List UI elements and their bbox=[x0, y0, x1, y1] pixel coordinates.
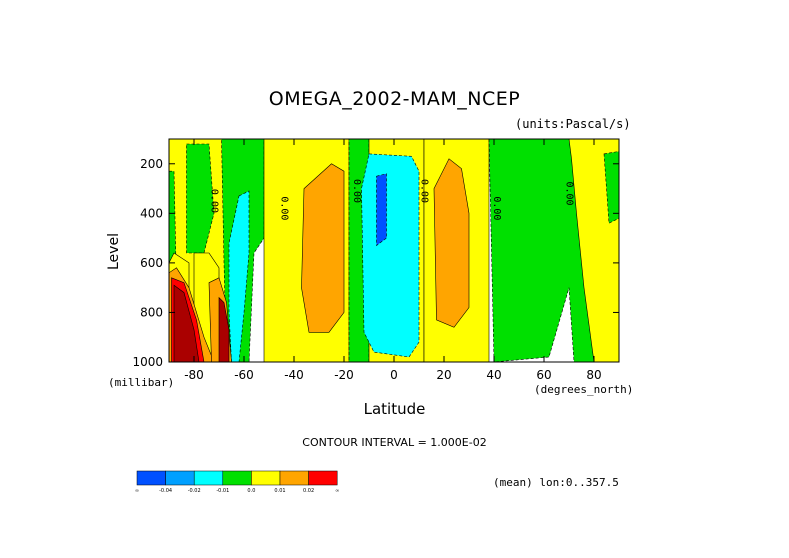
colorbar-label-1: -0.04 bbox=[159, 488, 172, 494]
contour-region-6 bbox=[228, 190, 250, 362]
y-tick-label-3: 800 bbox=[140, 305, 163, 319]
contour-regions bbox=[169, 139, 619, 362]
colorbar-swatch-4 bbox=[251, 470, 281, 486]
y-tick-label-0: 200 bbox=[140, 157, 163, 171]
contour-label-1: 0.00 bbox=[279, 196, 290, 220]
x-axis-label: Latitude bbox=[363, 400, 426, 418]
x-tick-label-8: 80 bbox=[586, 368, 601, 382]
contour-label-2: 0.00 bbox=[351, 179, 362, 203]
x-tick-label-7: 60 bbox=[536, 368, 551, 382]
colorbar-swatch-0 bbox=[136, 470, 166, 486]
mean-note: (mean) lon:0..357.5 bbox=[493, 476, 619, 489]
colorbar-label-0: ∞ bbox=[135, 488, 139, 494]
contour-region-16 bbox=[361, 153, 420, 358]
contour-region-22 bbox=[603, 151, 619, 224]
colorbar-swatch-3 bbox=[222, 470, 252, 486]
colorbar: ∞ -0.04 -0.02 -0.01 0.0 0.01 0.02 ∞ bbox=[135, 470, 339, 494]
contour-label-0: 0.00 bbox=[209, 189, 220, 213]
x-tick-label-3: -20 bbox=[334, 368, 354, 382]
contour-region-11 bbox=[218, 296, 230, 362]
contour-region-19 bbox=[433, 158, 470, 328]
colorbar-label-5: 0.01 bbox=[274, 488, 285, 494]
x-tick-label-2: -40 bbox=[284, 368, 304, 382]
contour-region-9 bbox=[173, 284, 200, 362]
contour-label-3: 0.00 bbox=[419, 179, 430, 203]
y-unit-label: (millibar) bbox=[108, 376, 175, 389]
contour-interval-text: CONTOUR INTERVAL = 1.000E-02 bbox=[302, 436, 487, 449]
y-axis-label: Level bbox=[106, 233, 122, 270]
colorbar-swatch-1 bbox=[165, 470, 195, 486]
y-tick-label-1: 400 bbox=[140, 206, 163, 220]
contour-labels: 0.00 0.00 0.00 0.00 0.00 0.00 bbox=[209, 179, 575, 220]
contour-region-2 bbox=[186, 143, 215, 254]
contour-region-13 bbox=[301, 163, 345, 333]
x-tick-label-1: -60 bbox=[234, 368, 254, 382]
colorbar-swatch-2 bbox=[193, 470, 224, 486]
contour-region-21 bbox=[568, 139, 619, 362]
colorbar-swatch-6 bbox=[308, 470, 338, 486]
chart-title: OMEGA_2002-MAM_NCEP bbox=[268, 88, 521, 110]
colorbar-label-2: -0.02 bbox=[188, 488, 201, 494]
contour-label-4: 0.00 bbox=[491, 196, 502, 220]
x-tick-label-4: 0 bbox=[390, 368, 398, 382]
x-tick-label-6: 40 bbox=[486, 368, 501, 382]
colorbar-label-3: -0.01 bbox=[216, 488, 229, 494]
units-label: (units:Pascal/s) bbox=[515, 117, 631, 131]
y-tick-label-4: 1000 bbox=[132, 355, 163, 369]
y-tick-label-2: 600 bbox=[140, 256, 163, 270]
axis-ticks: -80 -60 -40 -20 0 20 40 60 80 200 400 600 800 1000 bbox=[132, 139, 619, 382]
contour-region-17 bbox=[376, 173, 387, 247]
contour-label-5: 0.00 bbox=[564, 181, 575, 205]
x-tick-label-0: -80 bbox=[184, 368, 204, 382]
colorbar-label-4: 0.0 bbox=[247, 488, 255, 494]
colorbar-label-7: ∞ bbox=[335, 488, 339, 494]
x-tick-label-5: 20 bbox=[436, 368, 451, 382]
colorbar-swatch-5 bbox=[279, 470, 309, 486]
colorbar-label-6: 0.02 bbox=[303, 488, 314, 494]
x-unit-label: (degrees_north) bbox=[534, 383, 634, 396]
